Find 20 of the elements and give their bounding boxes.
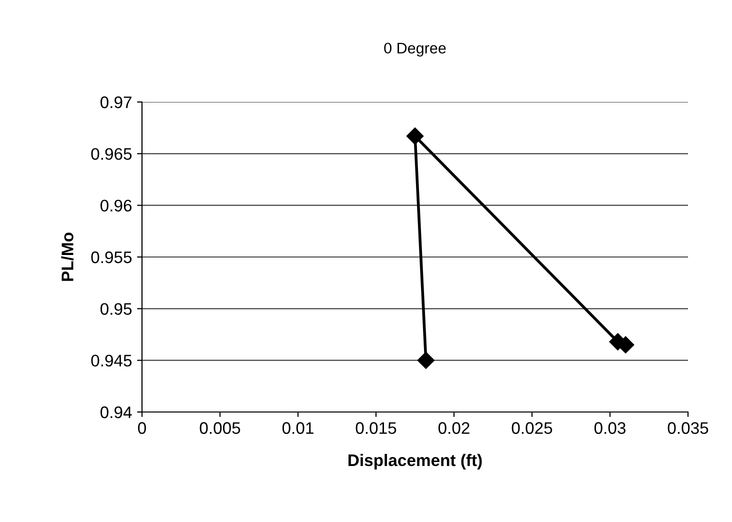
y-tick-label: 0.955 bbox=[91, 251, 132, 264]
y-tick-label: 0.95 bbox=[100, 303, 132, 315]
point bbox=[417, 352, 434, 369]
x-tick-label: 0.035 bbox=[668, 422, 708, 434]
point bbox=[406, 128, 424, 145]
x-axis-title: Displacement (ft) bbox=[348, 454, 482, 470]
y-tick-label: 0.965 bbox=[91, 148, 132, 160]
x-tick-label: 0.02 bbox=[438, 422, 470, 434]
x-tick-label: 0.015 bbox=[356, 422, 396, 434]
y-tick-label: 0.94 bbox=[100, 406, 132, 418]
x-tick-label: 0.01 bbox=[282, 422, 314, 434]
chart-title: 0 Degree bbox=[384, 42, 446, 57]
y-tick-label: 0.945 bbox=[91, 354, 132, 367]
x-tick-label: 0.005 bbox=[200, 422, 240, 434]
y-tick-label: 0.96 bbox=[100, 200, 132, 212]
y-tick-label: 0.97 bbox=[100, 96, 132, 108]
y-axis-title: PL/Mo bbox=[61, 232, 74, 281]
x-tick-label: 0.03 bbox=[594, 422, 626, 434]
x-tick-label: 0.025 bbox=[512, 422, 552, 434]
x-tick-label: 0 bbox=[138, 422, 146, 434]
